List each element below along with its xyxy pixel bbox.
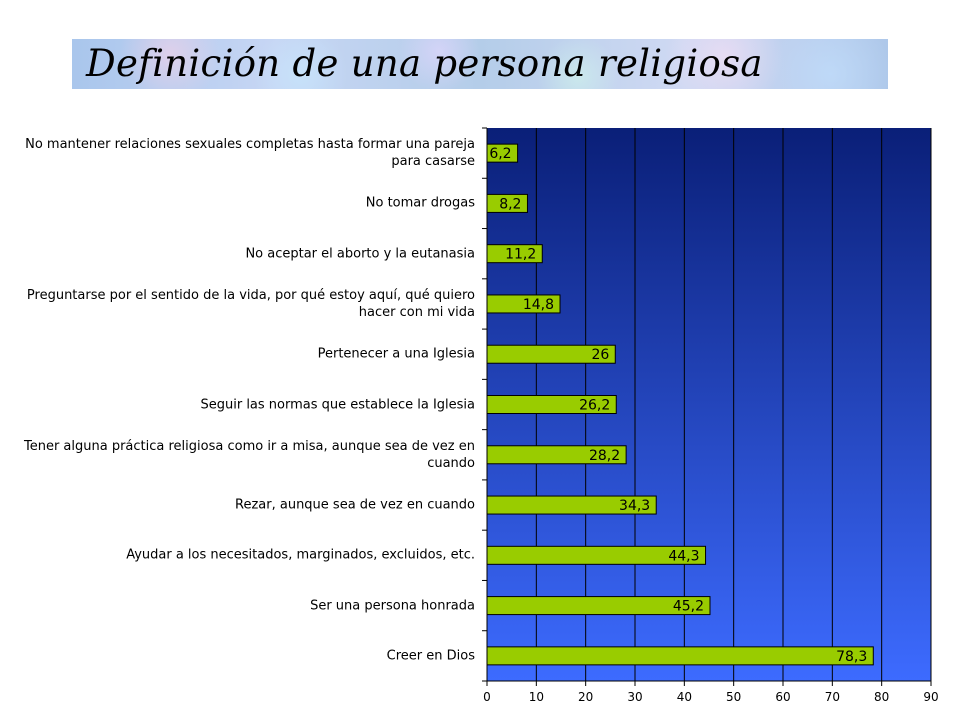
- x-tick-label: 90: [923, 690, 938, 704]
- x-tick-label: 10: [529, 690, 544, 704]
- title-banner: Definición de una persona religiosa: [72, 39, 888, 89]
- bar-value-label: 14,8: [523, 297, 554, 313]
- category-label: Rezar, aunque sea de vez en cuando: [235, 497, 475, 513]
- x-tick-label: 0: [483, 690, 491, 704]
- bar: [486, 395, 617, 414]
- category-label: No tomar drogas: [365, 195, 475, 211]
- bar: [486, 143, 519, 163]
- bar: [486, 244, 543, 264]
- category-label: Seguir las normas que establece la Igles…: [200, 397, 475, 412]
- x-tick-label: 50: [726, 690, 741, 704]
- bar-value-label: 78,3: [836, 649, 867, 665]
- page-title: Definición de una persona religiosa: [86, 42, 763, 85]
- x-tick-label: 30: [627, 690, 642, 704]
- bar-value-label: 44,3: [668, 548, 699, 564]
- bar: [486, 596, 711, 616]
- category-label: Ser una persona honrada: [310, 598, 475, 614]
- bar-value-label: 26,2: [579, 398, 610, 414]
- bar: [486, 294, 561, 314]
- bar: [486, 445, 627, 465]
- bar: [486, 344, 616, 364]
- bar-value-label: 45,2: [673, 599, 704, 615]
- category-label: Pertenecer a una Iglesia: [317, 346, 475, 362]
- bar-value-label: 26: [591, 347, 609, 363]
- bar-value-label: 6,2: [489, 146, 511, 162]
- bar: [486, 646, 874, 666]
- bar-value-label: 34,3: [619, 498, 650, 514]
- bar-value-label: 8,2: [499, 196, 521, 212]
- category-label: Ayudar a los necesitados, marginados, ex…: [126, 547, 475, 563]
- category-label: Preguntarse por el sentido de la vida, p…: [26, 287, 475, 320]
- x-tick-label: 70: [825, 690, 840, 704]
- bar-value-label: 28,2: [589, 448, 620, 464]
- x-tick-label: 80: [874, 690, 889, 704]
- x-tick-label: 20: [578, 690, 593, 704]
- x-tick-label: 40: [677, 690, 692, 704]
- bar: [486, 495, 657, 515]
- bar-value-label: 11,2: [505, 247, 536, 263]
- category-label: Tener alguna práctica religiosa como ir …: [23, 438, 475, 471]
- x-tick-label: 60: [775, 690, 790, 704]
- bar: [486, 193, 528, 213]
- category-label: No mantener relaciones sexuales completa…: [25, 137, 475, 170]
- category-label: Creer en Dios: [386, 648, 475, 664]
- category-label: No aceptar el aborto y la eutanasia: [245, 246, 475, 262]
- bar: [486, 545, 707, 565]
